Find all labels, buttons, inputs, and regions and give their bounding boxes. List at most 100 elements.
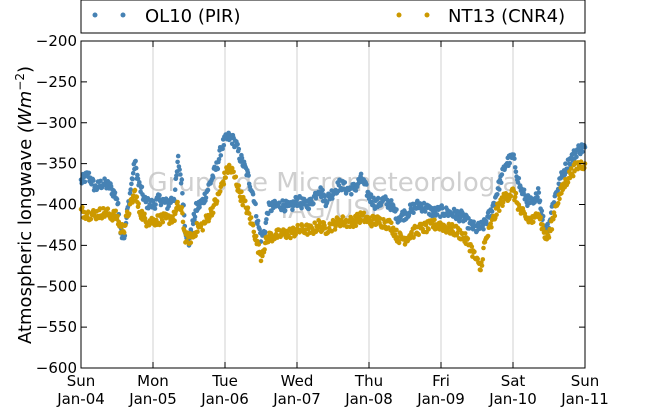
y-tick-label: −500: [36, 277, 77, 295]
y-axis-label-close: ): [15, 66, 36, 73]
legend-marker-nt13: [424, 12, 430, 18]
data-point: [353, 188, 359, 193]
data-point: [423, 209, 428, 214]
data-point: [123, 223, 128, 228]
data-point: [180, 211, 185, 216]
data-point: [218, 153, 224, 158]
data-point: [320, 187, 325, 193]
data-point: [255, 218, 261, 224]
data-point: [251, 229, 257, 235]
data-point: [98, 178, 103, 184]
data-point: [239, 155, 245, 161]
data-point: [322, 193, 327, 199]
y-axis-label-text: Atmospheric longwave: [15, 139, 36, 344]
data-point: [563, 161, 568, 166]
data-point: [86, 170, 92, 176]
data-point: [313, 196, 319, 201]
data-point: [248, 215, 254, 220]
data-point: [214, 199, 220, 204]
data-point: [324, 200, 330, 205]
data-point: [195, 229, 200, 235]
data-point: [180, 191, 185, 196]
data-point: [495, 204, 501, 210]
data-point: [288, 235, 293, 241]
data-point: [229, 165, 235, 171]
data-point: [580, 149, 585, 155]
data-point: [546, 235, 552, 240]
data-point: [317, 219, 323, 225]
data-point: [499, 172, 505, 177]
data-point: [389, 220, 394, 225]
data-point: [508, 193, 514, 199]
data-point: [574, 154, 579, 160]
x-tick-label-date: Jan-10: [488, 390, 537, 408]
data-point: [481, 226, 486, 232]
data-point: [238, 159, 243, 164]
data-point: [453, 216, 459, 222]
data-point: [322, 225, 328, 231]
data-point: [426, 227, 431, 232]
data-point: [112, 190, 118, 195]
data-point: [135, 176, 141, 181]
data-point: [557, 196, 562, 202]
data-point: [121, 230, 127, 235]
data-point: [392, 232, 398, 237]
data-point: [375, 195, 381, 201]
data-point: [152, 206, 158, 211]
data-point: [481, 245, 486, 251]
data-point: [217, 189, 223, 194]
data-point: [578, 159, 584, 164]
data-point: [513, 169, 519, 175]
data-point: [434, 212, 440, 217]
x-tick-label-date: Jan-09: [416, 390, 465, 408]
data-point: [471, 219, 477, 225]
data-point: [139, 184, 145, 190]
data-point: [160, 219, 166, 225]
data-point: [290, 207, 295, 213]
data-point: [220, 146, 225, 152]
x-tick-label-day: Sat: [501, 372, 526, 390]
data-point: [223, 175, 228, 180]
data-point: [342, 180, 348, 185]
data-point: [582, 165, 587, 171]
data-point: [364, 182, 369, 187]
y-axis-label-unit: (Wm: [15, 91, 36, 133]
legend-marker-ol10: [120, 12, 126, 18]
data-point: [330, 196, 335, 201]
legend-marker-ol10: [92, 12, 98, 18]
data-point: [132, 187, 138, 193]
data-point: [521, 187, 527, 193]
data-point: [89, 182, 94, 187]
x-tick-label-date: Jan-04: [56, 390, 105, 408]
data-point: [190, 221, 196, 227]
data-point: [179, 205, 185, 210]
series-layer: [78, 130, 588, 273]
data-point: [179, 177, 185, 182]
data-point: [549, 227, 555, 232]
data-point: [489, 209, 495, 214]
data-point: [157, 192, 162, 198]
data-point: [130, 170, 136, 176]
y-tick-label: −350: [36, 155, 77, 173]
data-point: [340, 214, 346, 219]
y-tick-label: −300: [36, 114, 77, 132]
data-point: [440, 206, 445, 211]
x-tick-label-day: Wed: [281, 372, 314, 390]
data-point: [500, 203, 505, 208]
data-point: [512, 165, 518, 170]
data-point: [273, 231, 279, 237]
data-point: [469, 244, 475, 249]
data-point: [192, 214, 198, 220]
data-point: [282, 208, 288, 213]
data-point: [231, 169, 236, 175]
data-point: [243, 198, 248, 204]
y-tick-label: −200: [36, 32, 77, 50]
data-point: [497, 208, 502, 213]
data-point: [133, 165, 139, 171]
data-point: [193, 233, 198, 238]
x-tick-label-day: Mon: [137, 372, 169, 390]
legend-box: [80, 0, 586, 34]
data-point: [277, 200, 282, 206]
data-point: [246, 211, 252, 216]
